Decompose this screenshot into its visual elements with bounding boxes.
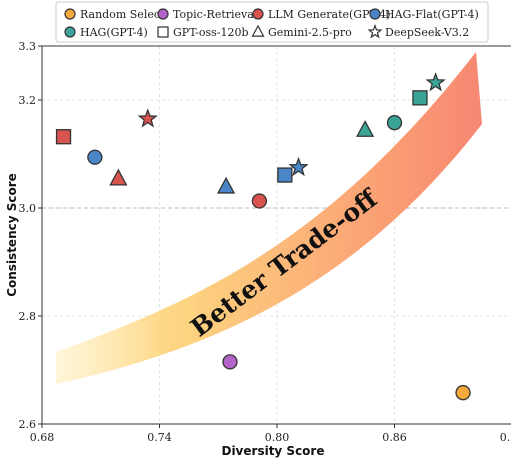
y-tick-label-4: 3.3 [19,40,37,53]
point-square-5-2 [412,90,428,106]
point-star-7-0 [137,108,158,128]
y-tick-label-2: 3.0 [19,202,37,215]
x-tick-label-0: 0.68 [30,431,55,444]
legend-marker-5 [157,26,169,38]
legend-label-1: Topic-Retrieval [173,8,258,21]
legend-label-6: Gemini-2.5-pro [268,26,352,39]
legend-marker-1 [157,8,169,20]
legend-marker-2 [252,8,264,20]
legend-label-5: GPT-oss-120b [173,26,249,39]
point-circle-4-0 [386,115,403,131]
x-tick-label-2: 0.80 [265,431,290,444]
point-triangle-6-0 [109,168,128,186]
y-tick-label-3: 3.2 [19,94,37,107]
band-label: Better Trade-off [185,183,383,342]
data-points [55,72,471,401]
point-circle-3-0 [87,149,103,165]
y-tick-label-0: 2.6 [19,418,37,431]
legend-label-7: DeepSeek-V3.2 [385,26,469,39]
point-square-5-1 [277,167,293,183]
axes: 0.68 0.74 0.80 0.86 0.92 2.6 2.8 3.0 3.2 3.3 [19,40,511,444]
legend-marker-4 [64,26,76,38]
y-axis-label: Consistency Score [5,173,19,297]
point-circle-2-0 [251,193,268,209]
point-star-7-1 [288,156,309,177]
x-tick-label-1: 0.74 [147,431,172,444]
x-axis-label: Diversity Score [221,444,324,458]
point-star-7-2 [425,72,446,92]
point-triangle-6-2 [356,120,375,137]
legend-label-0: Random Select [80,8,165,21]
point-circle-1-0 [222,354,238,370]
legend-marker-6 [251,24,265,37]
x-tick-label-4: 0.92 [500,431,511,444]
legend-label-3: HAG-Flat(GPT-4) [385,8,479,21]
legend: Random Select Topic-Retrieval LLM Generate… [55,1,489,43]
y-tick-label-1: 2.8 [19,310,37,323]
point-circle-0-0 [455,385,471,401]
point-square-5-0 [55,129,72,145]
legend-label-4: HAG(GPT-4) [80,26,148,39]
point-triangle-6-1 [216,176,236,194]
x-tick-label-3: 0.86 [382,431,407,444]
legend-marker-7 [367,24,383,39]
legend-marker-0 [64,8,76,20]
band-fade [56,52,482,384]
legend-marker-3 [369,8,381,20]
legend-label-2: LLM Generate(GPT-4) [268,8,390,21]
